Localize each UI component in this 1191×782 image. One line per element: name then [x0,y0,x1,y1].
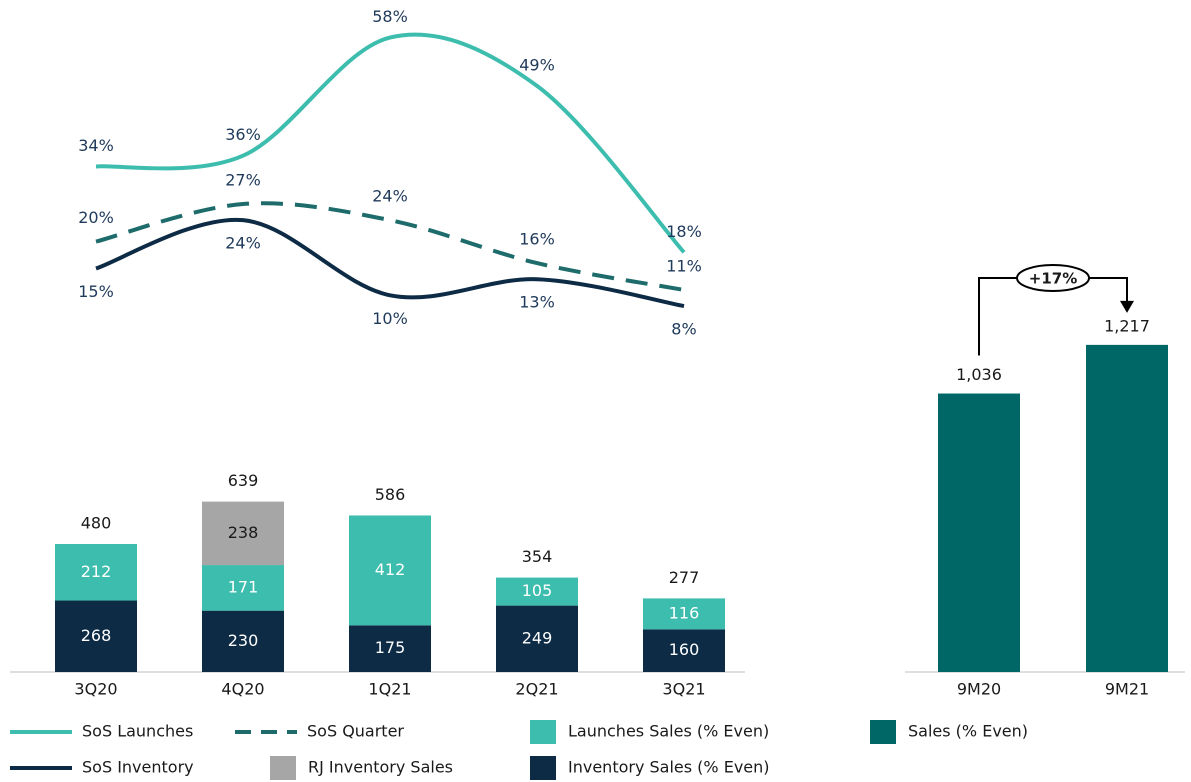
bar-segment [643,629,725,672]
line-label: 11% [666,256,702,275]
line-label: 16% [519,230,555,249]
x-tick-label: 9M21 [1105,680,1149,699]
bar-label: 212 [81,562,112,581]
bar-segment [496,577,578,606]
bar-label: 175 [375,638,406,657]
line-label: 49% [519,55,555,74]
line-label: 13% [519,293,555,312]
x-tick-label: 4Q20 [221,680,264,699]
bar-label: 105 [522,581,553,600]
bar-label: 249 [522,628,553,647]
bar-label: 1,036 [956,365,1002,384]
line [95,217,685,309]
line-label: 8% [671,320,696,339]
bar-segment [202,565,284,611]
bar-label: 160 [669,640,700,659]
bar-label: 171 [228,577,259,596]
total-label: 354 [522,547,553,566]
bar [938,393,1020,672]
bar [1086,344,1168,672]
bar-segment [349,515,431,626]
bar-label: 238 [228,523,259,542]
legend-swatch [530,756,556,780]
total-label: 277 [669,568,700,587]
total-label: 480 [81,514,112,533]
line-label: 24% [372,187,408,206]
line-label: 20% [78,208,114,227]
legend-swatch [530,720,556,744]
annotation-badge [1016,264,1090,292]
annotation-arrow [1120,300,1134,313]
legend-label: SoS Inventory [82,758,194,777]
bar-label: 268 [81,626,112,645]
x-tick-label: 2Q21 [515,680,558,699]
legend-label: RJ Inventory Sales [308,758,453,777]
x-tick-label: 1Q21 [368,680,411,699]
bar-segment [349,625,431,672]
bar-segment [496,605,578,672]
line-label: 27% [225,171,261,190]
legend-swatch [870,720,896,744]
line [95,32,686,254]
bar-segment [55,600,137,672]
line-label: 10% [372,309,408,328]
line-label: 34% [78,136,114,155]
bar-label: 412 [375,560,406,579]
bar-label: 1,217 [1104,316,1150,335]
legend-label: Inventory Sales (% Even) [568,758,770,777]
total-label: 586 [375,485,406,504]
bar-label: 230 [228,631,259,650]
legend-label: SoS Quarter [307,722,404,741]
x-tick-label: 3Q21 [662,680,705,699]
line-label: 36% [225,125,261,144]
annotation: +17% [1029,270,1077,288]
line-label: 24% [225,234,261,253]
x-tick-label: 3Q20 [74,680,117,699]
legend-label: Launches Sales (% Even) [568,722,769,741]
line-label: 18% [666,222,702,241]
bar-segment [202,501,284,566]
bar-segment [55,544,137,601]
legend-label: Sales (% Even) [908,722,1028,741]
x-tick-label: 9M20 [957,680,1001,699]
total-label: 639 [228,471,259,490]
line-label: 15% [78,282,114,301]
bar-segment [202,610,284,672]
line [95,201,685,292]
line-label: 58% [372,7,408,26]
legend-label: SoS Launches [82,722,193,741]
legend-swatch [270,756,296,780]
bar-label: 116 [669,603,700,622]
bar-segment [643,598,725,630]
